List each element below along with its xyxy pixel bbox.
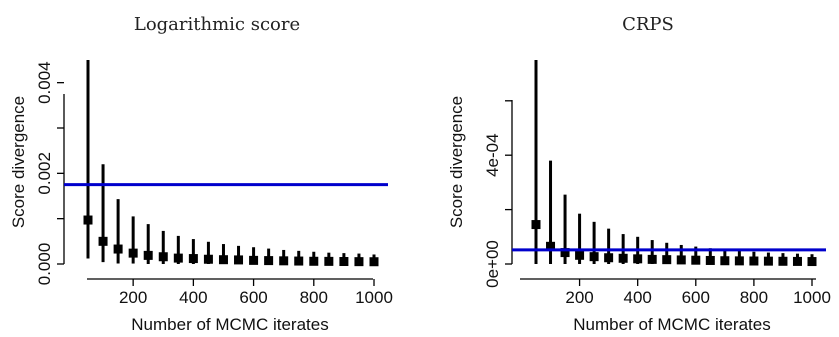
- data-point: [173, 253, 183, 263]
- data-point: [188, 254, 198, 264]
- x-tick-label: 1000: [355, 288, 393, 307]
- data-point: [531, 220, 541, 230]
- data-point: [662, 255, 672, 265]
- data-point: [98, 236, 108, 246]
- y-axis-label: Score divergence: [447, 96, 466, 228]
- y-tick-label: 0.000: [35, 243, 54, 286]
- data-point: [354, 257, 364, 267]
- data-point: [234, 255, 244, 265]
- data-point: [324, 256, 334, 266]
- y-tick-label: 0.002: [35, 152, 54, 195]
- x-axis-label: Number of MCMC iterates: [573, 315, 770, 334]
- x-tick-label: 400: [623, 288, 651, 307]
- data-point: [647, 254, 657, 264]
- data-point: [369, 257, 379, 267]
- data-point: [203, 254, 213, 264]
- data-point: [560, 248, 570, 258]
- data-point: [589, 252, 599, 262]
- data-point: [778, 256, 788, 266]
- x-ticks: 200 400 600 800 1000: [565, 279, 831, 307]
- y-tick-label: 0e+00: [483, 240, 502, 288]
- x-axis-label: Number of MCMC iterates: [131, 315, 328, 334]
- plot-area: [512, 60, 826, 267]
- data-point: [128, 248, 138, 258]
- data-point: [720, 256, 730, 266]
- x-tick-label: 800: [300, 288, 328, 307]
- data-point: [807, 257, 817, 267]
- panel-title: Logarithmic score: [134, 14, 300, 35]
- data-point: [792, 256, 802, 266]
- data-point: [676, 255, 686, 265]
- data-point: [218, 255, 228, 265]
- data-point: [264, 256, 274, 266]
- y-axis-label: Score divergence: [9, 96, 28, 228]
- data-point: [604, 253, 614, 263]
- panel-crps: CRPS 200 400 600 800 1000 0e+00 4e-04 Number …: [447, 14, 831, 334]
- y-ticks: 0e+00 4e-04: [483, 100, 512, 288]
- data-point: [691, 255, 701, 265]
- data-point: [546, 241, 556, 251]
- data-point: [339, 257, 349, 267]
- data-point: [618, 253, 628, 263]
- x-tick-label: 200: [119, 288, 147, 307]
- panel-title: CRPS: [622, 14, 674, 35]
- data-point: [83, 215, 93, 225]
- x-ticks: 200 400 600 800 1000: [119, 279, 393, 307]
- data-point: [249, 255, 259, 265]
- x-tick-label: 400: [179, 288, 207, 307]
- data-point: [633, 254, 643, 264]
- plot-area: [64, 60, 388, 267]
- data-point: [749, 256, 759, 266]
- y-tick-label: 0.004: [35, 61, 54, 104]
- data-point: [575, 250, 585, 260]
- x-tick-label: 200: [565, 288, 593, 307]
- data-point: [158, 252, 168, 262]
- x-tick-label: 600: [239, 288, 267, 307]
- data-point: [113, 244, 123, 254]
- data-point: [734, 256, 744, 266]
- data-point: [705, 255, 715, 265]
- panel-logarithmic-score: Logarithmic score 200 400 600 800 1000 0.000…: [9, 14, 393, 334]
- data-point: [763, 256, 773, 266]
- y-tick-label: 4e-04: [483, 133, 502, 176]
- y-ticks: 0.000 0.002 0.004: [35, 61, 64, 285]
- data-point: [279, 256, 289, 266]
- x-tick-label: 600: [682, 288, 710, 307]
- x-tick-label: 1000: [793, 288, 831, 307]
- data-point: [143, 250, 153, 260]
- x-tick-label: 800: [740, 288, 768, 307]
- data-point: [294, 256, 304, 266]
- data-point: [309, 256, 319, 266]
